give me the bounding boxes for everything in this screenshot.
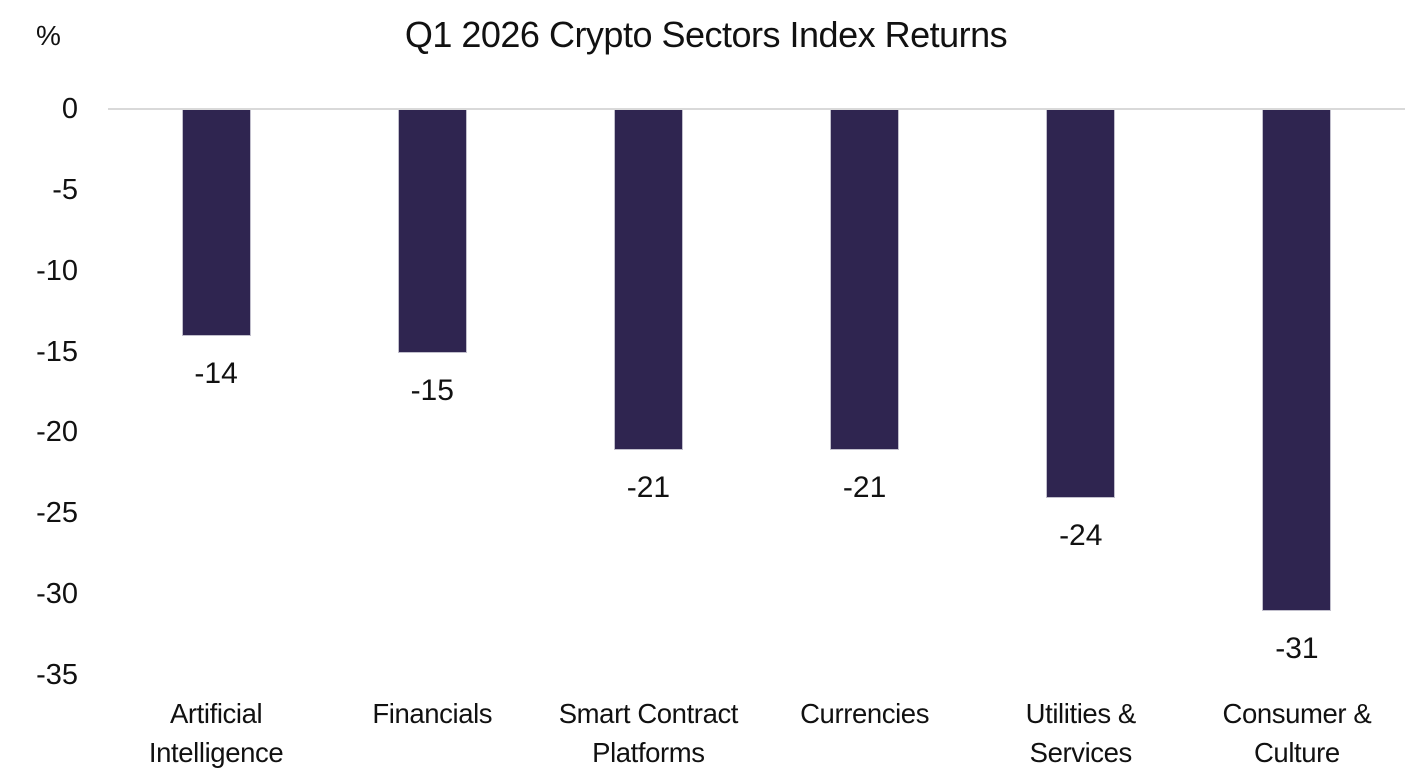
bar-value-label: -24 <box>1059 519 1103 553</box>
y-tick-label: -5 <box>52 173 78 206</box>
bar <box>181 110 251 337</box>
category-label: Utilities & Services <box>1025 698 1137 768</box>
bar-value-label: -31 <box>1275 632 1319 666</box>
y-tick-label: -15 <box>36 335 78 368</box>
y-tick-label: -25 <box>36 497 78 530</box>
bar <box>830 110 900 450</box>
category-label: Artificial Intelligence <box>148 698 284 768</box>
bar <box>397 110 467 353</box>
category-label: Consumer & Culture <box>1222 698 1372 768</box>
bar <box>613 110 683 450</box>
category-label: Financials <box>372 698 493 729</box>
y-tick-label: -30 <box>36 578 78 611</box>
bar <box>1046 110 1116 499</box>
bar-value-label: -14 <box>194 357 238 391</box>
bar-value-label: -21 <box>842 470 887 504</box>
bar-value-label: -15 <box>410 373 454 407</box>
y-tick-label: -10 <box>36 254 78 287</box>
bar-value-label: -21 <box>626 470 671 504</box>
category-label: Currencies <box>800 698 930 729</box>
zero-axis-line <box>108 108 1405 110</box>
y-tick-label: 0 <box>61 93 78 125</box>
y-axis-unit-label: % <box>36 20 61 51</box>
bar <box>1262 110 1332 612</box>
y-tick-label: -20 <box>36 416 78 449</box>
chart-title: Q1 2026 Crypto Sectors Index Returns <box>404 14 1008 55</box>
category-label: Smart Contract Platforms <box>558 698 739 768</box>
y-tick-label: -35 <box>36 658 78 691</box>
